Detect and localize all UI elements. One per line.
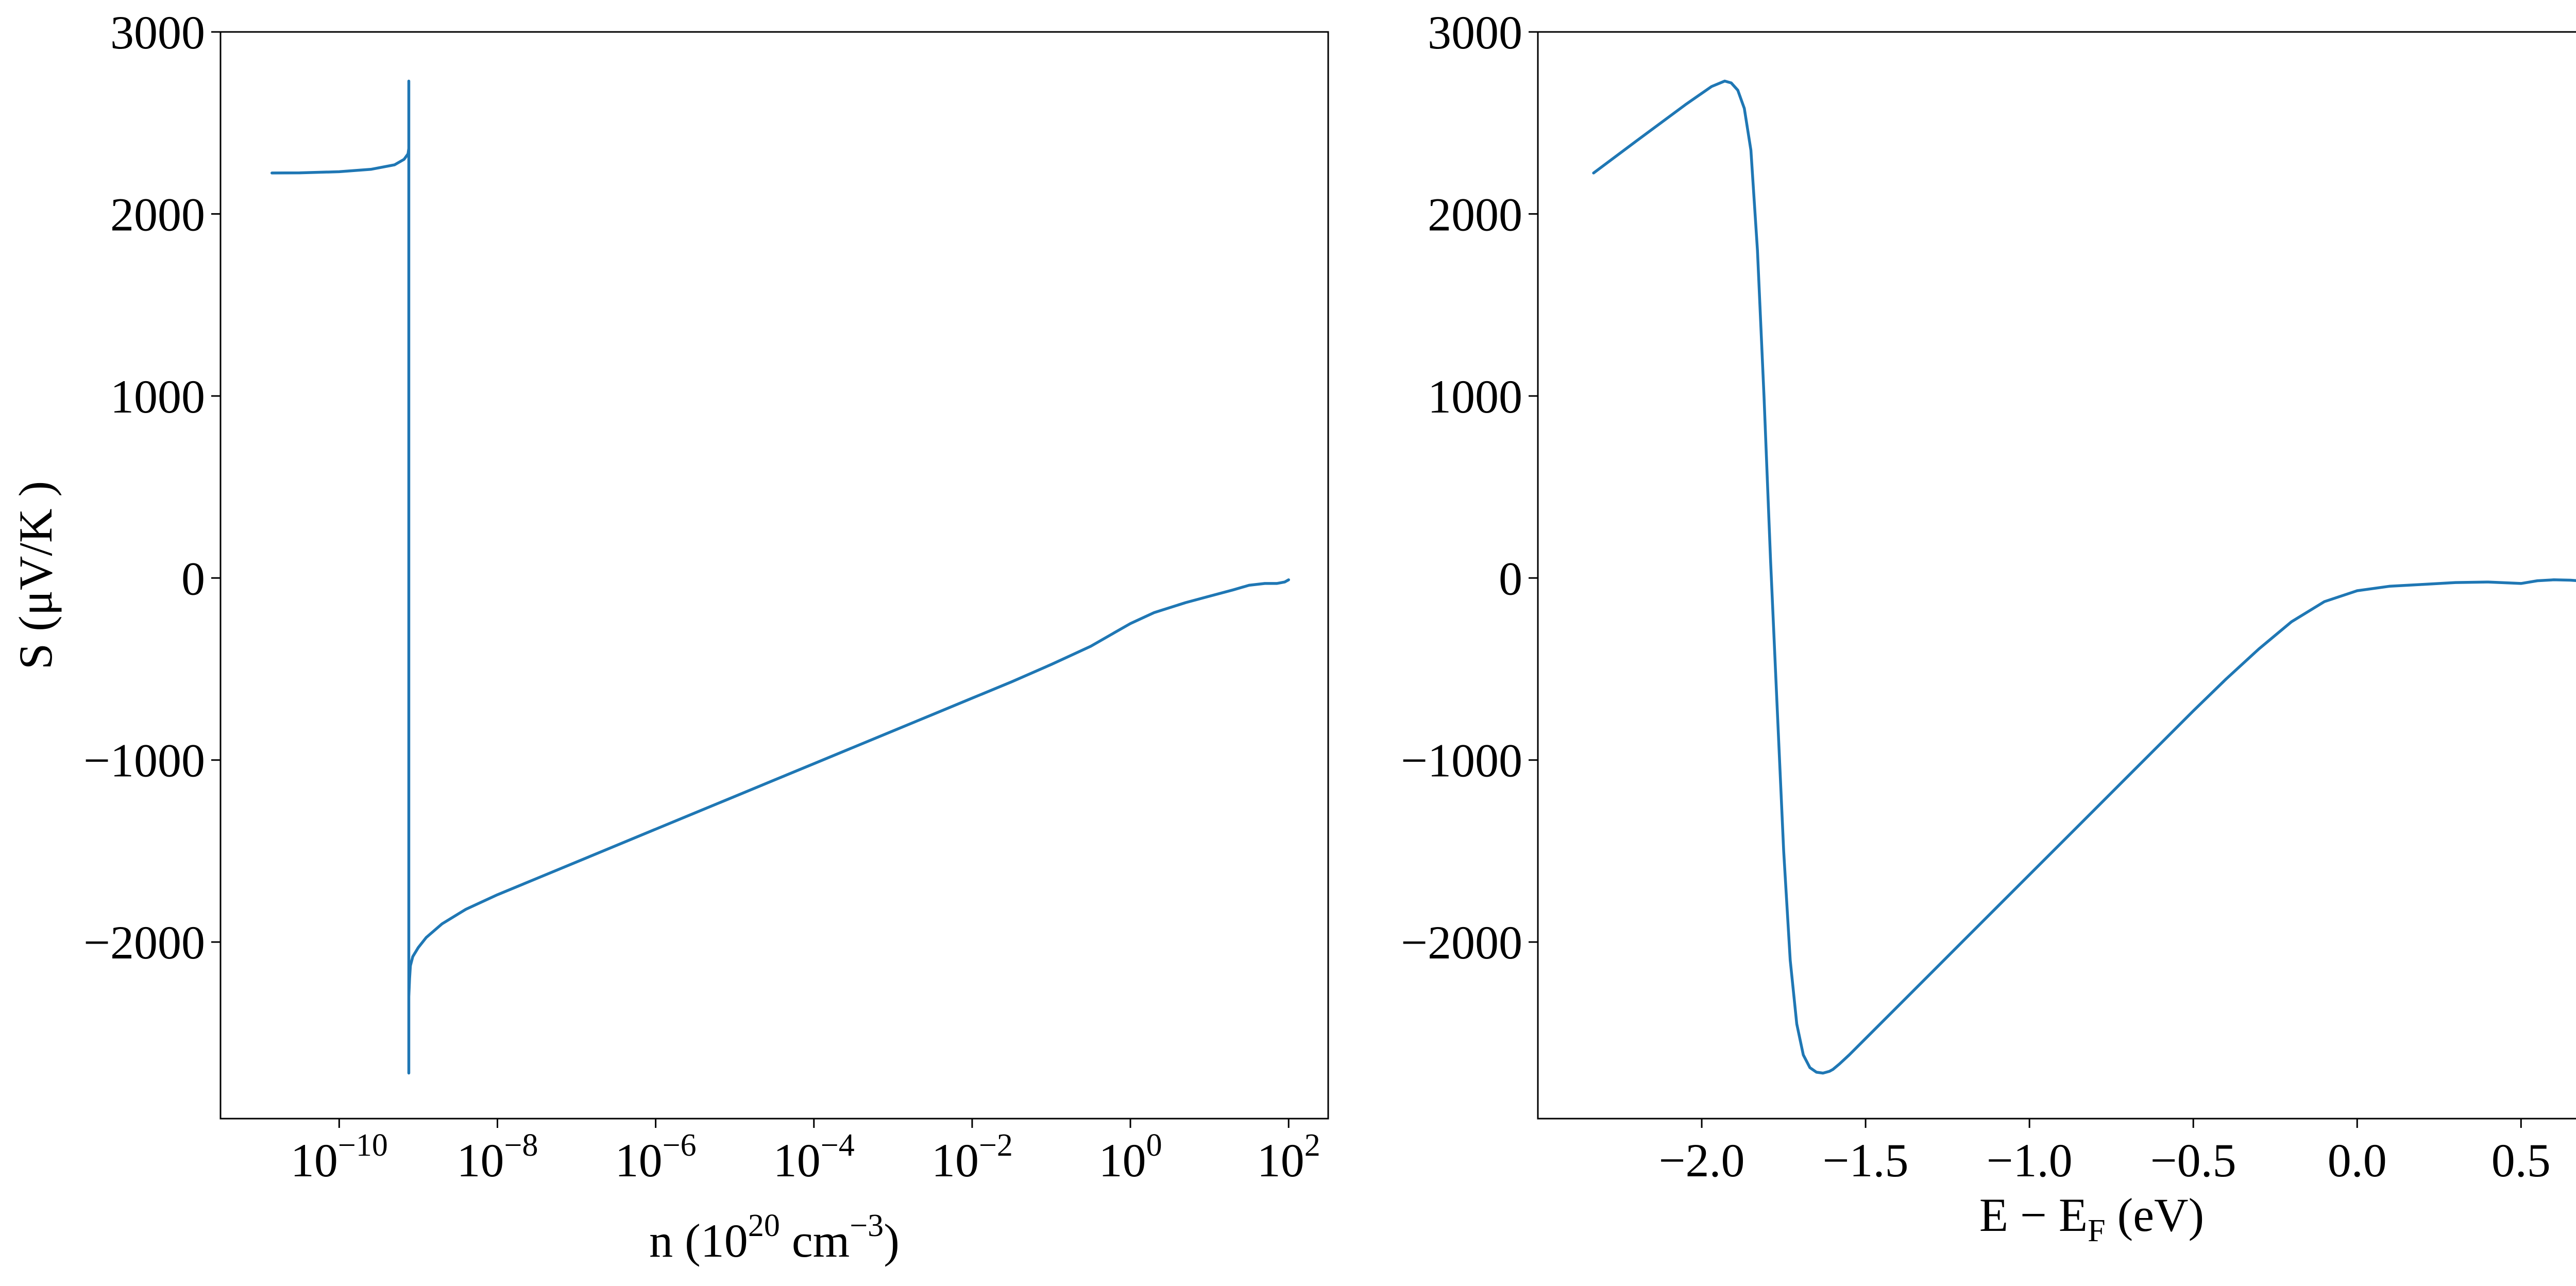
right-x-tick-label: 0.5: [2492, 1134, 2551, 1187]
left-x-tick-label: 10−2: [931, 1128, 1013, 1187]
left-y-tick-label: −1000: [83, 734, 205, 787]
left-y-axis-label: S (μV/K ): [9, 481, 62, 670]
right-x-tick-label: −1.5: [1823, 1134, 1909, 1187]
left-y-tick-label: 2000: [110, 188, 205, 241]
right-plot-frame: [1537, 31, 2576, 1120]
left-x-tick-label: 10−10: [291, 1128, 388, 1187]
left-x-tick-label: 100: [1099, 1128, 1162, 1187]
left-x-ticks: 10−10 10−8 10−6 10−4 10−2 100 102: [291, 1119, 1320, 1187]
left-x-tick-label: 10−6: [615, 1128, 697, 1187]
right-x-tick-label: −1.0: [1987, 1134, 2073, 1187]
right-x-tick-label: 0.0: [2328, 1134, 2387, 1187]
right-y-tick-label: −2000: [1401, 916, 1522, 969]
left-y-tick-label: 3000: [110, 6, 205, 59]
left-x-tick-label: 102: [1257, 1128, 1320, 1187]
right-series-line: [1592, 79, 2576, 1075]
left-y-ticks: 3000 2000 1000 0 −1000 −2000: [83, 6, 221, 969]
right-plot: 3000 2000 1000 0 −1000 −2000 −2.0 −1.5 −1.0 −0.5…: [1401, 6, 2576, 1248]
left-y-tick-label: −2000: [83, 916, 205, 969]
right-y-ticks: 3000 2000 1000 0 −1000 −2000: [1401, 6, 1538, 969]
right-x-tick-label: −2.0: [1659, 1134, 1745, 1187]
right-y-tick-label: 0: [1499, 552, 1522, 605]
right-x-axis-label: E − EF (eV): [1979, 1189, 2204, 1248]
left-x-tick-label: 10−4: [773, 1128, 855, 1187]
right-y-tick-label: 2000: [1428, 188, 1522, 241]
right-y-tick-label: 3000: [1428, 6, 1522, 59]
left-series-line: [270, 79, 1290, 1075]
left-x-tick-label: 10−8: [457, 1128, 538, 1187]
left-plot-frame: [219, 31, 1329, 1120]
right-x-ticks: −2.0 −1.5 −1.0 −0.5 0.0 0.5: [1659, 1119, 2551, 1187]
left-y-tick-label: 1000: [110, 370, 205, 423]
left-y-tick-label: 0: [181, 552, 205, 605]
right-y-tick-label: 1000: [1428, 370, 1522, 423]
left-x-axis-label: n (1020 cm−3): [649, 1208, 900, 1267]
right-x-tick-label: −0.5: [2150, 1134, 2236, 1187]
right-y-tick-label: −1000: [1401, 734, 1522, 787]
